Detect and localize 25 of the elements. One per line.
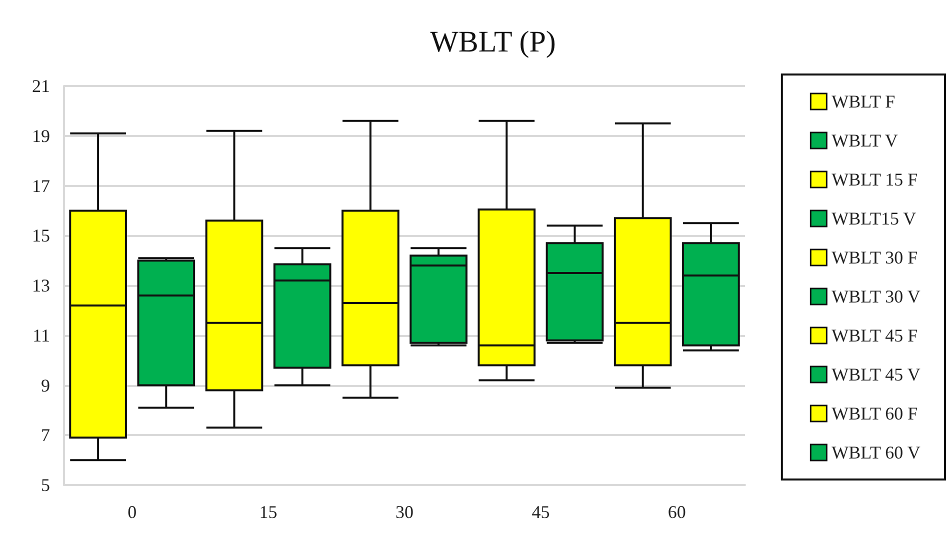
legend-label: WBLT 45 F [832,326,918,346]
legend-label: WBLT V [832,130,898,150]
x-tick-label: 45 [532,502,550,522]
y-tick-label: 13 [32,276,50,296]
legend-label: WBLT F [832,92,896,112]
x-tick-label: 60 [668,502,686,522]
legend-label: WBLT 30 F [832,248,918,268]
x-tick-label: 15 [259,502,278,522]
y-tick-label: 11 [32,325,50,346]
legend-label: WBLT 60 F [832,404,918,424]
y-tick-label: 5 [41,475,50,495]
legend-label: WBLT 45 V [832,364,920,384]
x-tick-label: 0 [128,502,137,522]
y-tick-label: 15 [32,226,50,246]
chart-title: WBLT (P) [430,26,556,58]
y-tick-label: 21 [32,76,50,96]
legend-label: WBLT 30 V [832,286,920,306]
y-tick-label: 9 [41,375,50,396]
x-tick-label: 30 [396,502,414,522]
legend-label: WBLT 15 F [832,170,918,190]
y-tick-label: 17 [32,176,50,196]
y-tick-label: 19 [32,126,50,146]
legend-label: WBLT15 V [832,208,916,228]
y-tick-label: 7 [41,425,50,446]
legend-label: WBLT 60 V [832,442,920,462]
